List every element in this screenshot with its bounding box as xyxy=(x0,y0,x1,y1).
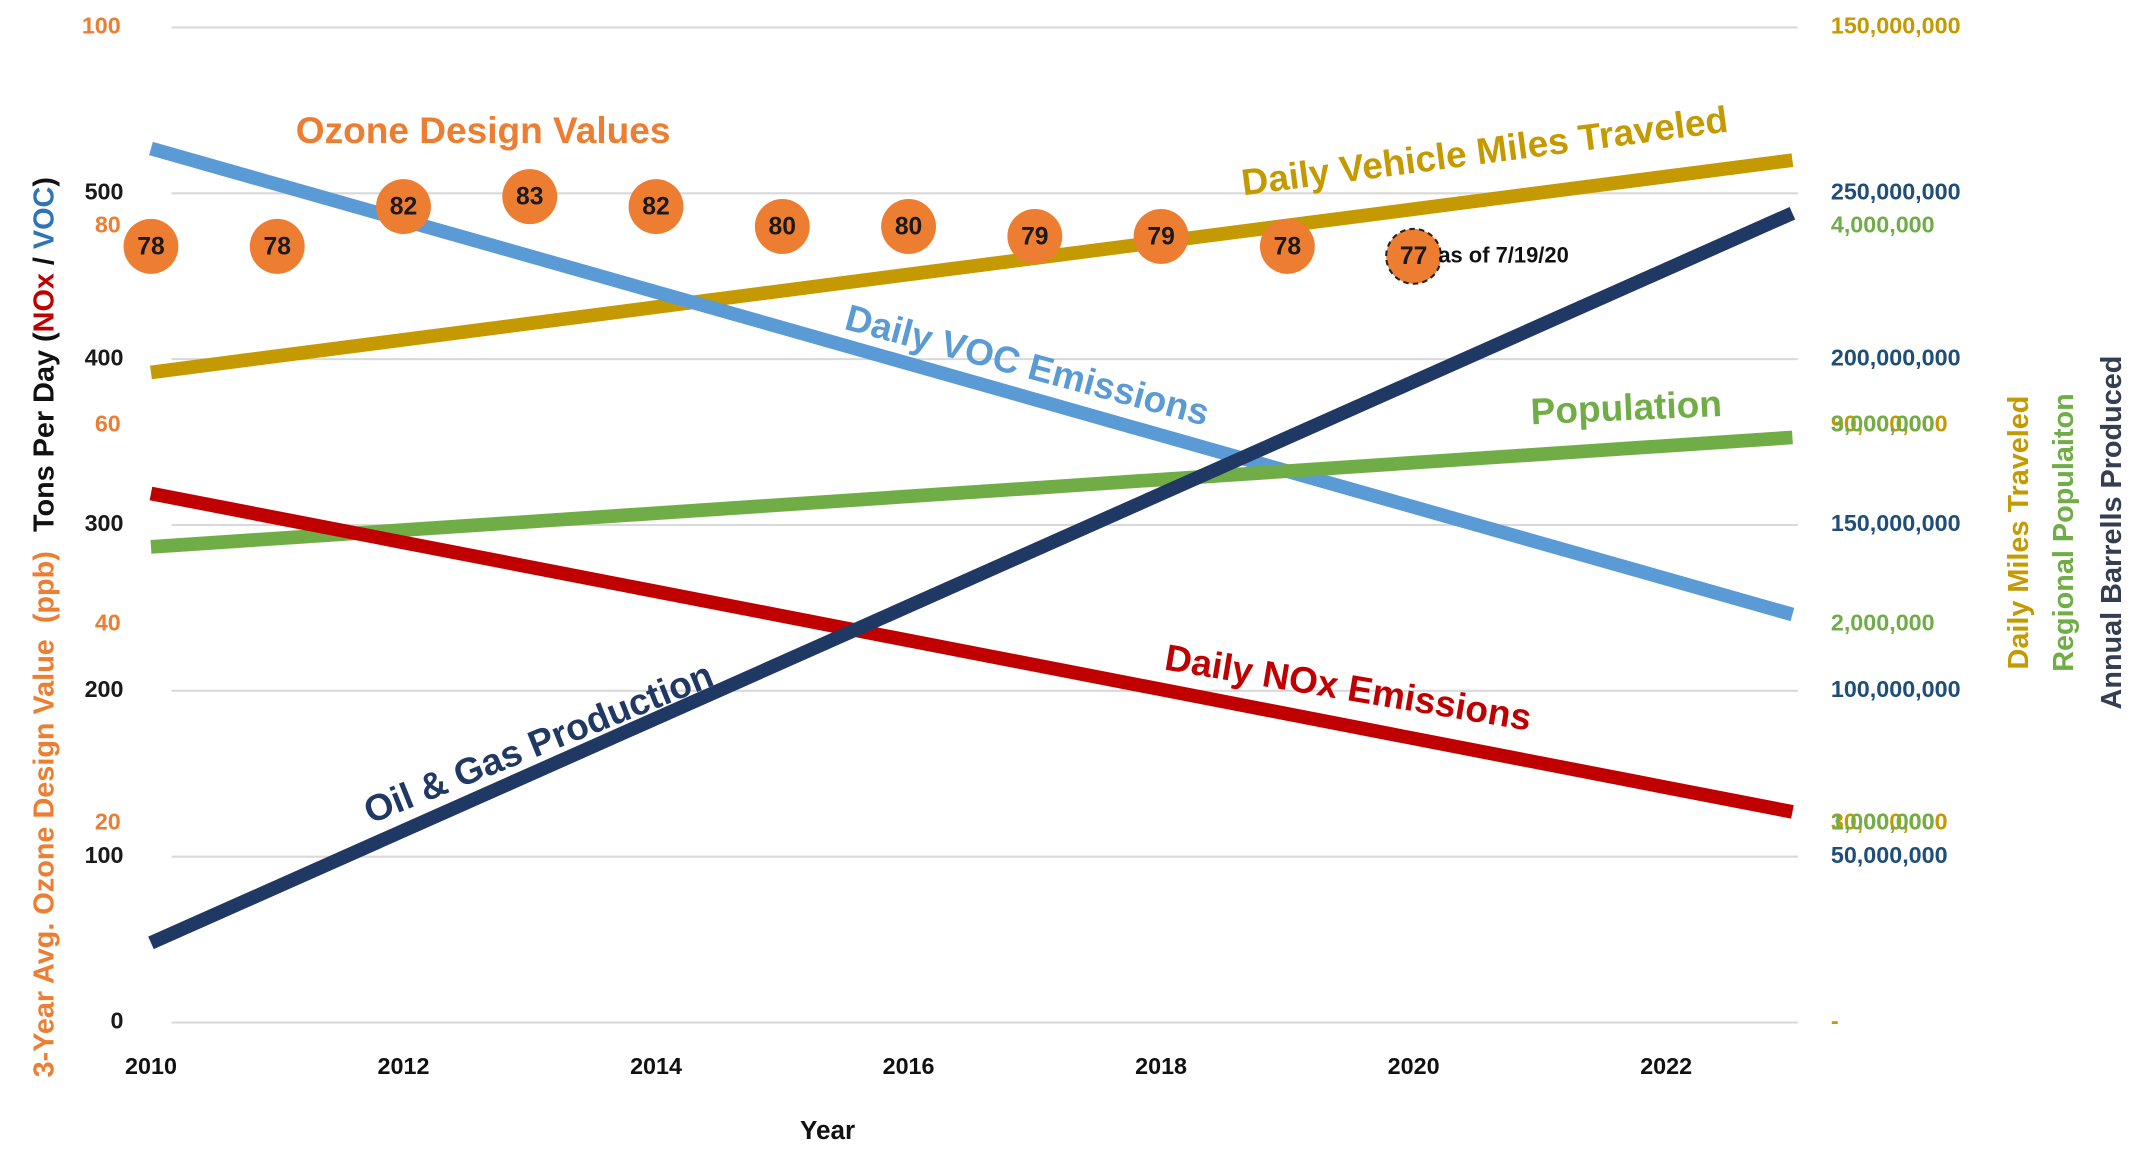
y-tick-label: 1,000,000 xyxy=(1831,809,1935,835)
x-tick-label: 2016 xyxy=(883,1053,935,1079)
y-tick-label: 2,000,000 xyxy=(1831,610,1935,636)
y-axis-title-part: 3-Year Avg. Ozone Design Value (ppb) xyxy=(28,551,60,1077)
ozone-point xyxy=(754,199,810,254)
y-axis-title-part: ) xyxy=(28,177,60,187)
ozone-point xyxy=(1007,208,1063,264)
series-line xyxy=(150,430,1793,554)
series-line xyxy=(149,486,1794,819)
y-tick-label: 60 xyxy=(95,411,121,437)
data-label: 80 xyxy=(895,213,922,240)
y-tick-label: 500 xyxy=(85,178,124,204)
y-tick-label: 100 xyxy=(82,13,121,39)
data-label: 78 xyxy=(1274,233,1301,260)
y-tick-label: 30,000,000 xyxy=(1831,809,1948,835)
lines xyxy=(148,141,1796,950)
y-tick-label: 300 xyxy=(85,510,124,536)
annotation: as of 7/19/20 xyxy=(1438,242,1568,267)
data-label: 80 xyxy=(769,213,796,240)
x-tick-label: 2010 xyxy=(125,1053,177,1079)
y-axis-title-part: VOC xyxy=(28,186,60,249)
data-label: 77 xyxy=(1400,243,1427,270)
ozone-point xyxy=(628,179,684,235)
data-label: 79 xyxy=(1021,223,1048,250)
y-tick-label: 4,000,000 xyxy=(1831,212,1935,238)
ozone-point xyxy=(881,199,937,254)
y-axis-title: 3-Year Avg. Ozone Design Value (ppb) Tons… xyxy=(28,177,60,1077)
series-line xyxy=(148,206,1796,950)
ozone-point xyxy=(376,179,431,235)
y-tick-label: 200 xyxy=(85,676,124,702)
data-label: 78 xyxy=(137,233,164,260)
data-label: 78 xyxy=(264,233,291,260)
series-line xyxy=(149,141,1795,622)
data-label: 83 xyxy=(516,184,543,211)
x-tick-label: 2012 xyxy=(378,1053,430,1079)
y-tick-label: 100,000,000 xyxy=(1831,676,1961,702)
y-tick-label: 200,000,000 xyxy=(1831,344,1961,370)
y-tick-label: 20 xyxy=(95,809,121,835)
data-label: 82 xyxy=(390,193,417,220)
x-tick-label: 2022 xyxy=(1640,1053,1692,1079)
y-tick-label: 400 xyxy=(85,344,124,370)
y-axis-title-part: NOx xyxy=(28,273,60,332)
y-tick-label: 150,000,000 xyxy=(1831,510,1961,536)
y-tick-label: 250,000,000 xyxy=(1831,178,1961,204)
x-tick-label: 2014 xyxy=(630,1053,682,1079)
y-axis-title-part: / xyxy=(28,249,60,273)
y-tick-label: - xyxy=(1831,1008,1839,1034)
y-tick-label: 80 xyxy=(95,212,121,238)
y-tick-label: 100 xyxy=(85,842,124,868)
y-tick-label: 0 xyxy=(111,1008,124,1034)
y-tick-label: 40 xyxy=(95,610,121,636)
series-label: Population xyxy=(1530,382,1723,432)
ozone-point xyxy=(1385,227,1443,285)
data-label: 79 xyxy=(1147,223,1174,250)
right-axis-title: Daily Miles Traveled xyxy=(2003,396,2035,670)
ozone-point xyxy=(249,218,305,274)
series-label: Ozone Design Values xyxy=(296,109,671,151)
y-tick-label: 3,000,000 xyxy=(1831,411,1935,437)
x-tick-label: 2020 xyxy=(1388,1053,1440,1079)
right-axis-title: Regional Populaiton xyxy=(2048,393,2080,672)
series-line xyxy=(150,153,1794,380)
ozone-point xyxy=(1133,208,1189,264)
y-tick-label: 90,000,000 xyxy=(1831,411,1948,437)
y-tick-label: 50,000,000 xyxy=(1831,842,1948,868)
data-label: 82 xyxy=(642,193,669,220)
x-axis-title: Year xyxy=(800,1115,855,1145)
ozone-point xyxy=(123,218,179,274)
y-axis-title-part: Tons Per Day ( xyxy=(28,332,60,532)
ozone-point xyxy=(502,169,558,225)
y-tick-label: 150,000,000 xyxy=(1831,13,1961,39)
right-axis-title: Annual Barrells Produced xyxy=(2096,356,2128,710)
ozone-point xyxy=(1259,218,1315,274)
x-tick-label: 2018 xyxy=(1135,1053,1187,1079)
